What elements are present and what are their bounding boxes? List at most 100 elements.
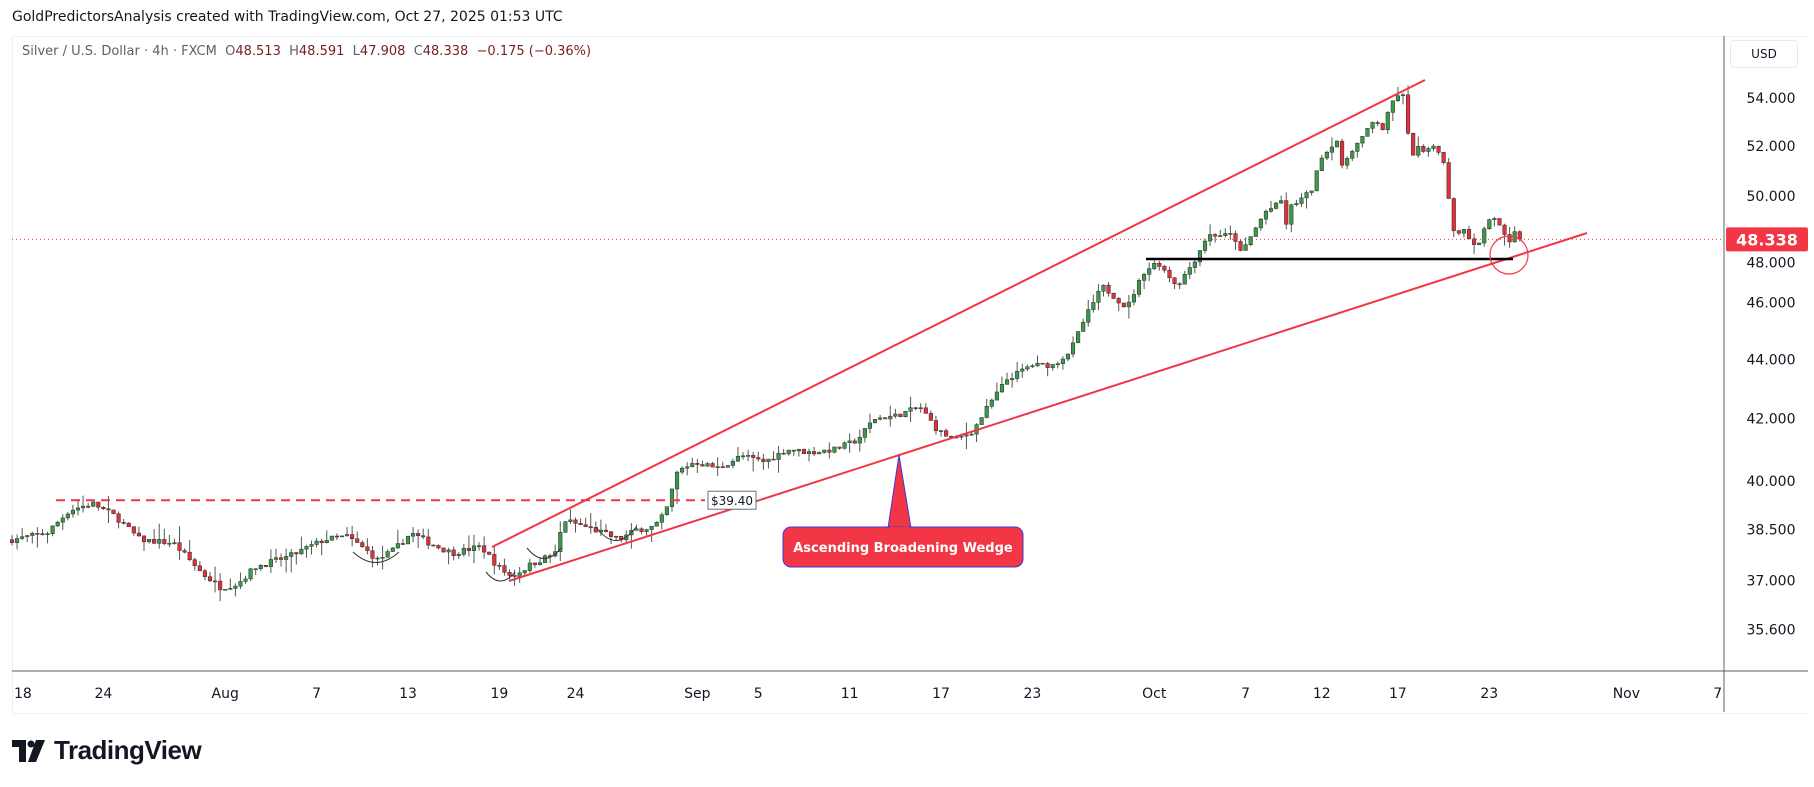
candle bbox=[1238, 239, 1243, 252]
candle-body-up bbox=[817, 452, 822, 455]
candle-body-up bbox=[994, 391, 999, 401]
candle bbox=[421, 528, 426, 540]
candle-body-up bbox=[847, 440, 852, 443]
price-axis[interactable]: 54.000 52.000 50.000 48.000 46.000 44.000 42.0… bbox=[1726, 91, 1808, 639]
candle-body-down bbox=[608, 531, 614, 537]
candle-body-down bbox=[162, 539, 167, 544]
candle-body-down bbox=[1421, 146, 1426, 152]
candle-body-up bbox=[979, 417, 984, 425]
candle-body-down bbox=[40, 533, 45, 535]
chart-pane[interactable] bbox=[12, 36, 1809, 714]
candle bbox=[152, 529, 157, 544]
candle-body-up bbox=[1187, 267, 1192, 275]
candle bbox=[1182, 270, 1187, 285]
candle-body-up bbox=[1274, 202, 1279, 209]
candle bbox=[1223, 228, 1228, 238]
candle bbox=[593, 521, 598, 533]
candle-body-up bbox=[1096, 290, 1101, 303]
time-tick-label: 17 bbox=[1389, 686, 1407, 702]
candle-body-down bbox=[416, 533, 421, 536]
candle-body-down bbox=[639, 528, 644, 532]
candle-body-up bbox=[1004, 379, 1010, 385]
candle-body-up bbox=[1192, 261, 1197, 268]
candle-body-up bbox=[715, 466, 720, 468]
candle-body-up bbox=[1035, 362, 1040, 367]
candle bbox=[65, 512, 70, 521]
candle bbox=[1456, 229, 1461, 236]
candle bbox=[177, 526, 182, 560]
candle-body-up bbox=[776, 452, 781, 460]
candle-body-up bbox=[75, 507, 81, 511]
candle bbox=[796, 448, 801, 457]
candle-body-up bbox=[867, 422, 873, 429]
candle bbox=[1233, 230, 1238, 250]
symbol-legend: Silver / U.S. Dollar · 4h · FXCM O48.513… bbox=[22, 44, 592, 59]
candle-body-up bbox=[1334, 140, 1340, 148]
candle bbox=[426, 529, 431, 550]
candle bbox=[654, 521, 659, 527]
candle-body-up bbox=[1218, 235, 1223, 237]
candle-body-down bbox=[883, 417, 888, 420]
candle-body-up bbox=[1076, 331, 1081, 344]
candle-body-up bbox=[1030, 365, 1035, 368]
candle bbox=[1228, 225, 1233, 240]
tradingview-logo[interactable]: TradingView bbox=[12, 735, 202, 766]
candle-body-up bbox=[147, 539, 152, 543]
time-tick-label: 24 bbox=[567, 686, 585, 702]
rounded-bottom-arc bbox=[352, 551, 400, 563]
candle bbox=[60, 514, 65, 531]
candle-body-down bbox=[213, 580, 218, 583]
candle-body-down bbox=[141, 535, 147, 543]
candle bbox=[243, 575, 248, 585]
candle bbox=[685, 462, 690, 476]
candle bbox=[1162, 264, 1167, 273]
candle bbox=[537, 558, 543, 566]
candle-body-up bbox=[1147, 268, 1152, 275]
candle-body-up bbox=[1208, 234, 1213, 242]
candle bbox=[806, 448, 812, 462]
candle bbox=[15, 534, 20, 550]
price-tick-label: 37.000 bbox=[1747, 573, 1796, 589]
candle-body-down bbox=[578, 523, 583, 525]
candle bbox=[938, 430, 944, 437]
candle bbox=[847, 433, 852, 453]
candle bbox=[1081, 318, 1086, 332]
candle-body-down bbox=[370, 550, 375, 559]
candle-body-up bbox=[1345, 158, 1350, 166]
candle-body-down bbox=[1375, 122, 1380, 124]
candle bbox=[319, 538, 324, 556]
candle bbox=[1142, 272, 1147, 290]
price-tick-label: 38.500 bbox=[1747, 523, 1796, 539]
candle-body-up bbox=[796, 448, 801, 452]
candle-body-up bbox=[543, 555, 548, 563]
candle bbox=[1350, 149, 1355, 162]
candle-body-down bbox=[1213, 234, 1218, 237]
candle-body-down bbox=[1507, 234, 1512, 243]
candle bbox=[350, 525, 355, 547]
candle-body-down bbox=[1451, 198, 1456, 231]
candle-body-down bbox=[400, 543, 405, 545]
candle-body-up bbox=[70, 509, 75, 515]
candle-body-up bbox=[1131, 294, 1136, 303]
candle bbox=[1030, 364, 1035, 368]
candle-body-down bbox=[512, 575, 517, 577]
candle-body-down bbox=[421, 535, 426, 538]
candle bbox=[101, 506, 106, 511]
candle-body-down bbox=[1441, 152, 1446, 163]
candle-body-up bbox=[537, 562, 543, 565]
candle-body-down bbox=[492, 554, 497, 566]
candle bbox=[141, 535, 147, 551]
time-axis[interactable]: 18 24 Aug 7 13 19 24 Sep 5 11 17 23 Oct 7 12 17 23 Nov 7 bbox=[14, 686, 1722, 702]
candle bbox=[279, 553, 284, 567]
candle bbox=[893, 408, 898, 419]
candle-body-down bbox=[710, 463, 715, 468]
candle-body-up bbox=[1015, 370, 1020, 379]
candle-body-up bbox=[842, 442, 847, 449]
candle-body-up bbox=[644, 529, 649, 532]
currency-button[interactable]: USD bbox=[1730, 40, 1798, 68]
candle-body-up bbox=[1025, 366, 1030, 370]
symbol-name[interactable]: Silver / U.S. Dollar · 4h · FXCM bbox=[22, 44, 217, 59]
candle bbox=[202, 568, 207, 581]
candle-body-down bbox=[1045, 363, 1050, 368]
